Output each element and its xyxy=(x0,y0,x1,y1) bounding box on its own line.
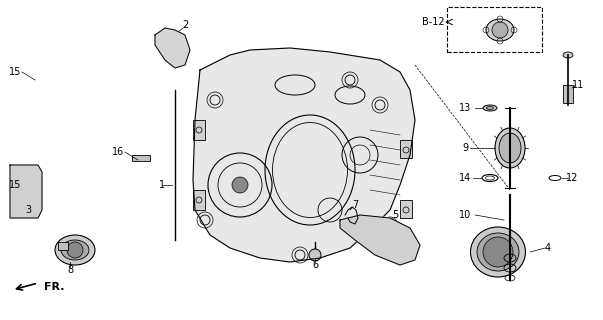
Ellipse shape xyxy=(470,227,525,277)
Text: 16: 16 xyxy=(112,147,124,157)
Text: 2: 2 xyxy=(182,20,188,30)
Polygon shape xyxy=(193,48,415,262)
Polygon shape xyxy=(340,215,420,265)
Bar xyxy=(58,242,68,250)
Text: 11: 11 xyxy=(572,80,584,90)
Text: 5: 5 xyxy=(392,210,398,220)
Text: 12: 12 xyxy=(566,173,578,183)
Ellipse shape xyxy=(487,107,493,109)
Text: 10: 10 xyxy=(459,210,471,220)
Circle shape xyxy=(232,177,248,193)
Bar xyxy=(447,7,542,52)
Text: 3: 3 xyxy=(25,205,31,215)
Text: 15: 15 xyxy=(9,67,21,77)
Text: 4: 4 xyxy=(545,243,551,253)
Text: 1: 1 xyxy=(159,180,165,190)
Bar xyxy=(193,120,205,140)
Ellipse shape xyxy=(499,133,521,163)
Circle shape xyxy=(67,242,83,258)
Circle shape xyxy=(309,249,321,261)
Ellipse shape xyxy=(486,19,514,41)
Text: B-12: B-12 xyxy=(422,17,445,27)
Ellipse shape xyxy=(61,240,89,260)
Bar xyxy=(193,190,205,210)
Ellipse shape xyxy=(483,105,497,111)
Ellipse shape xyxy=(495,128,525,168)
Ellipse shape xyxy=(563,52,573,58)
Bar xyxy=(563,85,573,103)
Text: 13: 13 xyxy=(459,103,471,113)
Bar xyxy=(132,155,150,161)
Bar xyxy=(400,200,412,218)
Text: 15: 15 xyxy=(9,180,21,190)
Bar xyxy=(400,140,412,158)
Text: 7: 7 xyxy=(352,200,358,210)
Circle shape xyxy=(492,22,508,38)
Text: 8: 8 xyxy=(67,265,73,275)
Text: 14: 14 xyxy=(459,173,471,183)
Polygon shape xyxy=(155,28,190,68)
Ellipse shape xyxy=(477,233,519,271)
Ellipse shape xyxy=(55,235,95,265)
Text: 9: 9 xyxy=(462,143,468,153)
Circle shape xyxy=(483,237,513,267)
Text: FR.: FR. xyxy=(44,282,65,292)
Text: 6: 6 xyxy=(312,260,318,270)
Polygon shape xyxy=(10,165,42,218)
